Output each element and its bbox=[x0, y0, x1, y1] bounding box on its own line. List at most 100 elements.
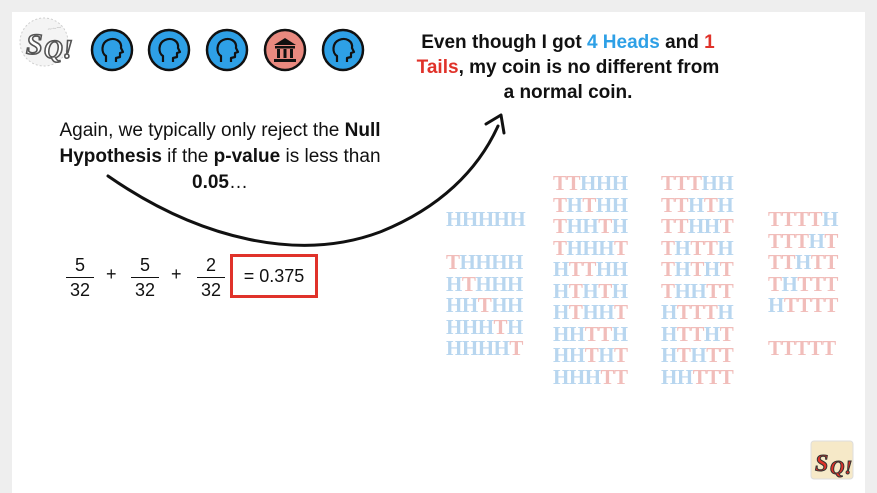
tails-letter: T bbox=[582, 192, 596, 217]
heads-letter: H bbox=[611, 214, 628, 238]
coin-sequence: HTHTT bbox=[661, 343, 734, 367]
tails-letter: T bbox=[614, 343, 628, 367]
coin-sequence: TTHTT bbox=[768, 250, 838, 274]
heads-letter: H bbox=[446, 336, 462, 360]
outcome-column-1: HHHHH THHHH HTHHH HHTHH HHHTH HHHHT bbox=[446, 207, 526, 360]
heads-letter: H bbox=[717, 300, 734, 324]
heads-letter: H bbox=[475, 271, 492, 296]
statquest-logo: S Q! bbox=[810, 440, 854, 480]
svg-text:S: S bbox=[815, 451, 828, 477]
tails-letter: T bbox=[598, 278, 612, 303]
tails-letter: T bbox=[477, 293, 492, 317]
tails-letter: T bbox=[808, 207, 823, 231]
heads-letter: H bbox=[507, 271, 523, 296]
threshold-value: 0.05 bbox=[192, 172, 229, 193]
coin-sequence: HTTHH bbox=[553, 257, 628, 281]
tails-letter: T bbox=[688, 171, 702, 195]
coin-sequence: TTTHH bbox=[661, 171, 734, 195]
heads-letter: H bbox=[477, 314, 494, 339]
tails-letter: T bbox=[661, 214, 675, 238]
heads-letter: H bbox=[690, 278, 707, 303]
heads-letter: H bbox=[582, 278, 599, 303]
tails-letter: T bbox=[493, 314, 508, 339]
heads-letter: H bbox=[661, 321, 677, 346]
coin-sequence: TTHTH bbox=[661, 192, 734, 217]
coin-sequence: THTHH bbox=[553, 192, 628, 217]
coin-sequence: HHTHT bbox=[553, 343, 628, 367]
heads-letter: H bbox=[461, 314, 478, 339]
tails-letter: T bbox=[674, 214, 689, 238]
heads-letter: H bbox=[674, 278, 691, 303]
heads-letter: H bbox=[553, 278, 569, 303]
heads-letter: H bbox=[598, 300, 615, 324]
heads-letter: H bbox=[595, 257, 612, 281]
tails-letter: T bbox=[719, 278, 734, 303]
heads-letter: H bbox=[582, 300, 599, 324]
tails-letter: T bbox=[661, 257, 675, 281]
heads-letter: H bbox=[446, 207, 462, 231]
speech-text: Even though I got 4 Heads and 1 Tails, m… bbox=[416, 32, 720, 103]
tails-letter: T bbox=[781, 336, 796, 360]
tails-letter: T bbox=[568, 278, 583, 303]
tails-letter: T bbox=[674, 192, 689, 217]
tails-letter: T bbox=[824, 271, 838, 296]
coin-sequence: THTTH bbox=[661, 235, 734, 260]
tails-letter: T bbox=[706, 364, 720, 389]
explanation-text: Again, we typically only reject the Null… bbox=[59, 120, 381, 193]
heads-letter: H bbox=[566, 235, 583, 260]
tails-letter: T bbox=[674, 171, 689, 195]
sequence-gap bbox=[768, 317, 838, 339]
heads-letter: H bbox=[611, 171, 628, 195]
tails-letter: T bbox=[661, 235, 675, 260]
tails-letter: T bbox=[690, 300, 704, 324]
tails-letter: T bbox=[768, 271, 782, 296]
heads-letter: H bbox=[553, 343, 569, 367]
tails-letter: T bbox=[661, 171, 675, 195]
tails-letter: T bbox=[795, 336, 809, 360]
tails-letter: T bbox=[676, 343, 691, 367]
plus-sign: + bbox=[171, 264, 182, 284]
tails-letter: T bbox=[661, 278, 675, 303]
coin-sequence: THHHT bbox=[553, 235, 628, 260]
coin-sequence: HHTHH bbox=[446, 293, 525, 317]
outcome-column-2: TTHHH THTHH THHTH THHHT HTTHH HTHTH HTHHT HHTTH… bbox=[553, 171, 628, 389]
tails-letter: T bbox=[566, 171, 581, 195]
coin-sequence: HTHHH bbox=[446, 271, 525, 296]
heads-letter: H bbox=[717, 171, 734, 195]
tails-letter: T bbox=[582, 257, 596, 281]
heads-letter: H bbox=[611, 192, 628, 217]
heads-letter: H bbox=[493, 207, 510, 231]
coin-sequence: THHTT bbox=[661, 278, 734, 303]
tails-letter: T bbox=[781, 207, 796, 231]
coin-sequence: HTHHT bbox=[553, 300, 628, 324]
heads-letter: H bbox=[595, 192, 612, 217]
p-value-result: = 0.375 bbox=[230, 254, 318, 298]
tails-letter: T bbox=[614, 364, 628, 389]
tails-letter: T bbox=[614, 235, 628, 260]
heads-letter: H bbox=[491, 271, 508, 296]
svg-text:S: S bbox=[26, 28, 43, 61]
heads-letter: H bbox=[611, 257, 628, 281]
heads-letter: H bbox=[598, 235, 615, 260]
heads-letter: H bbox=[703, 214, 720, 238]
plus-sign: + bbox=[106, 264, 117, 284]
tails-letter: T bbox=[810, 271, 825, 296]
tails-letter: T bbox=[795, 207, 809, 231]
tails-letter: T bbox=[719, 321, 734, 346]
heads-letter: H bbox=[595, 171, 612, 195]
tails-letter: T bbox=[690, 235, 704, 260]
heads-letter: H bbox=[661, 300, 677, 324]
heads-letter: H bbox=[580, 171, 596, 195]
tails-letter: T bbox=[553, 192, 567, 217]
heads-letter: H bbox=[446, 293, 462, 317]
heads-letter: H bbox=[553, 321, 569, 346]
svg-text:~~~: ~~~ bbox=[47, 23, 63, 34]
coin-sequence: TTTTH bbox=[768, 207, 838, 231]
coin-sequence: HHTTT bbox=[661, 364, 734, 389]
coin-sequence: THHTH bbox=[553, 214, 628, 238]
heads-letter: H bbox=[491, 293, 508, 317]
coin-sequence: THTHT bbox=[661, 257, 734, 281]
coin-sequence: HTTTT bbox=[768, 294, 838, 317]
outcome-column-4: TTTTH TTTHT TTHTT THTTT HTTTT TTTTT bbox=[768, 207, 838, 360]
heads-letter: H bbox=[795, 250, 811, 274]
